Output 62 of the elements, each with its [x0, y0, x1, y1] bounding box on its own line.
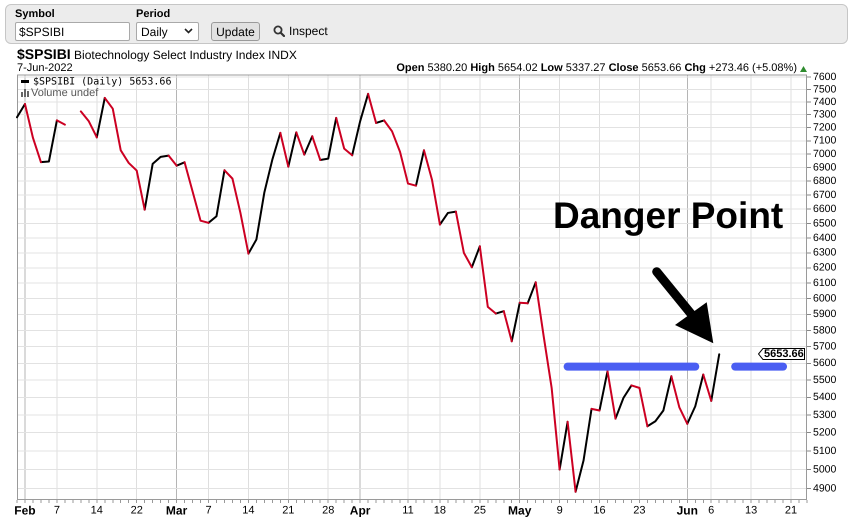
- y-tick-label: 6400: [813, 232, 837, 244]
- y-tick-label: 5800: [813, 324, 837, 336]
- x-tick-label: May: [508, 504, 532, 518]
- x-tick-label: 21: [282, 504, 294, 517]
- text: Symbol: [15, 8, 55, 20]
- y-tick-label: 4900: [813, 482, 837, 494]
- x-tick-label: 18: [434, 504, 446, 517]
- y-tick-label: 5000: [813, 463, 837, 476]
- x-tick-label: 11: [402, 504, 414, 517]
- y-tick-label: 5500: [813, 374, 837, 386]
- x-tick-label: 7: [205, 504, 212, 517]
- y-tick-label: 6100: [813, 276, 837, 289]
- y-tick-label: 6600: [813, 203, 837, 216]
- x-tick-label: 23: [633, 504, 646, 517]
- y-tick-label: 5100: [813, 444, 837, 457]
- text: Inspect: [289, 24, 328, 38]
- y-tick-label: 5600: [813, 357, 837, 370]
- annotation: Danger Point: [553, 195, 784, 236]
- x-tick-label: 28: [322, 504, 334, 517]
- y-tick-label: 5700: [813, 340, 837, 353]
- y-tick-label: 7200: [813, 122, 837, 134]
- price-tag: 5653.66: [758, 348, 805, 360]
- x-tick-label: Jun: [676, 504, 698, 518]
- y-tick-label: 7300: [813, 108, 837, 121]
- dropdown: Daily: [136, 22, 199, 41]
- x-tick-label: 14: [90, 504, 103, 517]
- y-tick-label: 5400: [813, 391, 837, 404]
- x-tick-label: 13: [745, 504, 758, 517]
- annotation: Volume undef: [31, 87, 98, 99]
- x-tick-label: 16: [593, 504, 606, 517]
- y-tick-label: 6900: [813, 161, 837, 174]
- x-tick-label: 7: [54, 504, 60, 517]
- y-tick-label: 7400: [813, 96, 837, 108]
- y-tick-label: 6700: [813, 189, 837, 202]
- x-tick-label: 9: [556, 504, 563, 517]
- button: Update: [211, 22, 260, 41]
- y-tick-label: 6500: [813, 217, 837, 230]
- y-tick-label: 7600: [813, 70, 837, 83]
- x-tick-label: 22: [130, 504, 143, 517]
- x-tick-label: 25: [474, 504, 486, 517]
- y-tick-label: 6800: [813, 175, 837, 188]
- text: Open 5380.20 High 5654.02 Low 5337.27 Close 5653.66 Chg +273.46 (+5.08%): [396, 62, 797, 74]
- y-tick-label: 7100: [813, 134, 837, 147]
- x-tick-label: 21: [784, 504, 798, 517]
- x-tick-label: Apr: [350, 504, 371, 518]
- chart-subtitle: 7-Jun-2022: [17, 62, 73, 74]
- chart-title: $SPSIBI Biotechnology Select Industry Index INDX: [17, 46, 297, 62]
- legend-label: $SPSIBI (Daily) 5653.66: [33, 76, 172, 88]
- x-tick-label: Mar: [166, 504, 188, 518]
- y-tick-label: 7000: [813, 148, 837, 160]
- x-tick-label: 6: [708, 504, 714, 517]
- x-tick-label: 14: [242, 504, 255, 517]
- y-tick-label: 6200: [813, 262, 837, 274]
- y-tick-label: 6000: [813, 292, 837, 304]
- y-tick-label: 5300: [813, 408, 837, 421]
- text-field: $SPSIBI: [15, 22, 130, 41]
- y-tick-label: 6300: [813, 246, 837, 259]
- y-tick-label: 7500: [813, 83, 837, 96]
- y-tick-label: 5200: [813, 426, 837, 439]
- text: Period: [136, 8, 170, 20]
- x-tick-label: Feb: [14, 504, 36, 518]
- y-tick-label: 5900: [813, 308, 837, 320]
